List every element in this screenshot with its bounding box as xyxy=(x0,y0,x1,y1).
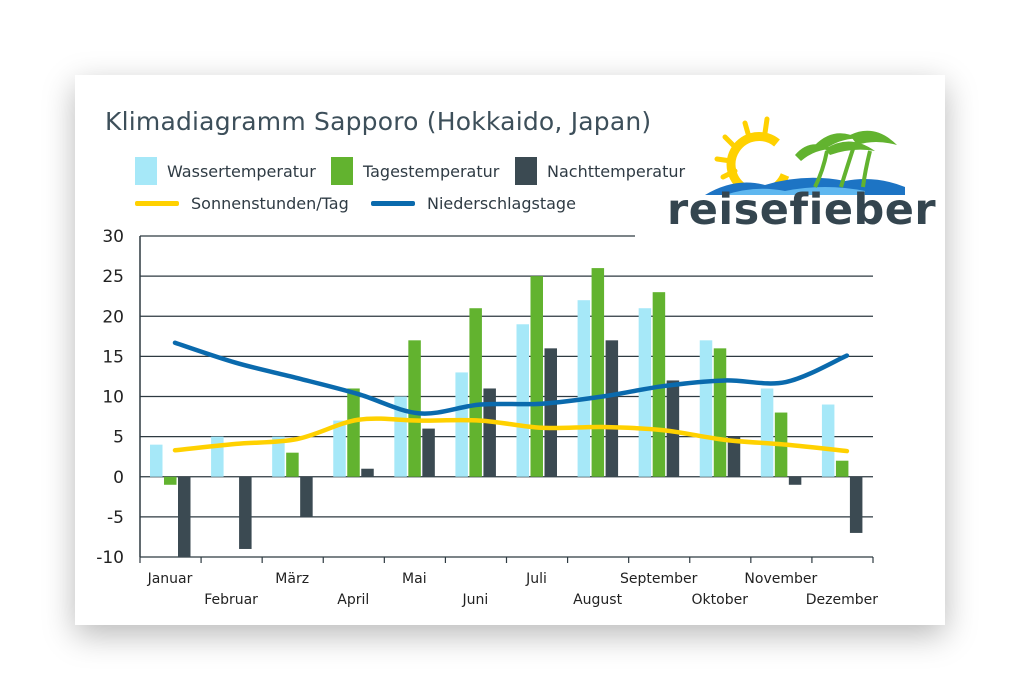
bar-water xyxy=(272,436,285,477)
bar-water xyxy=(333,420,346,477)
bar-night xyxy=(727,436,741,477)
chart-card: Klimadiagramm Sapporo (Hokkaido, Japan) … xyxy=(75,75,945,625)
bar-day xyxy=(286,452,299,477)
chart-title: Klimadiagramm Sapporo (Hokkaido, Japan) xyxy=(105,107,652,136)
bar-water xyxy=(821,404,835,477)
bar-water xyxy=(211,436,224,477)
legend-item-rain: Niederschlagstage xyxy=(371,194,576,213)
bar-night xyxy=(605,340,619,477)
bar-water xyxy=(394,396,407,477)
x-tick-label: März xyxy=(275,571,309,587)
bar-night xyxy=(300,476,313,517)
bar-day xyxy=(469,308,482,477)
y-tick-label: -5 xyxy=(107,508,124,528)
logo-text: reisefieber xyxy=(667,185,937,235)
y-tick-label: 0 xyxy=(113,468,124,488)
x-tick-label: Februar xyxy=(204,592,258,608)
y-tick-label: 5 xyxy=(113,428,124,448)
x-tick-label: November xyxy=(744,571,817,587)
bar-day xyxy=(713,348,727,477)
y-tick-label: 10 xyxy=(102,388,124,408)
bar-water xyxy=(699,340,713,477)
legend-label-night: Nachttemperatur xyxy=(547,161,686,181)
legend-item-day: Tagestemperatur xyxy=(331,157,499,185)
x-tick-label: April xyxy=(337,592,369,608)
bar-water xyxy=(577,300,591,477)
bar-day xyxy=(591,268,605,477)
bar-night xyxy=(361,468,374,477)
bar-night xyxy=(239,476,252,549)
bar-water xyxy=(638,308,652,477)
bar-night xyxy=(666,380,680,477)
x-tick-label: September xyxy=(620,571,698,587)
x-tick-label: Mai xyxy=(402,571,427,587)
y-tick-label: 20 xyxy=(102,307,124,327)
logo-graphic xyxy=(705,116,905,197)
bar-night xyxy=(178,476,191,557)
bar-water xyxy=(760,388,774,477)
x-tick-label: Dezember xyxy=(806,592,878,608)
bar-night xyxy=(788,476,802,485)
bar-night xyxy=(544,348,557,477)
legend-swatch-water xyxy=(135,157,157,185)
y-tick-label: 25 xyxy=(102,267,124,287)
bar-day xyxy=(164,476,177,485)
x-tick-label: Oktober xyxy=(692,592,749,608)
x-tick-label: August xyxy=(573,592,623,608)
legend-swatch-sun xyxy=(135,201,179,206)
legend-item-night: Nachttemperatur xyxy=(515,157,685,185)
bar-water xyxy=(150,444,163,477)
bar-water xyxy=(516,324,529,477)
line-sun xyxy=(172,416,850,454)
legend-label-sun: Sonnenstunden/Tag xyxy=(191,194,349,213)
y-tick-label: 15 xyxy=(102,347,124,367)
x-tick-label: Januar xyxy=(147,571,193,587)
y-tick-label: 30 xyxy=(102,227,124,247)
bar-day xyxy=(530,276,543,477)
legend-label-day: Tagestemperatur xyxy=(363,161,500,181)
legend-label-rain: Niederschlagstage xyxy=(427,194,576,213)
bar-night xyxy=(422,428,435,477)
x-tick-label: Juli xyxy=(525,571,547,587)
x-tick-label: Juni xyxy=(462,592,489,608)
bar-day xyxy=(408,340,421,477)
legend-item-water: Wassertemperatur xyxy=(135,157,316,185)
legend-swatch-night xyxy=(515,157,537,185)
bar-day xyxy=(347,388,360,477)
line-rain xyxy=(172,340,850,416)
bar-night xyxy=(483,388,496,477)
bar-water xyxy=(455,372,468,477)
y-tick-label: -10 xyxy=(96,548,124,568)
legend-item-sun: Sonnenstunden/Tag xyxy=(135,194,349,213)
reisefieber-logo: reisefieber xyxy=(665,115,936,245)
legend-label-water: Wassertemperatur xyxy=(167,161,316,181)
bar-night xyxy=(849,476,863,533)
legend-swatch-day xyxy=(331,157,353,185)
legend-swatch-rain xyxy=(371,201,415,206)
bar-day xyxy=(835,460,849,477)
